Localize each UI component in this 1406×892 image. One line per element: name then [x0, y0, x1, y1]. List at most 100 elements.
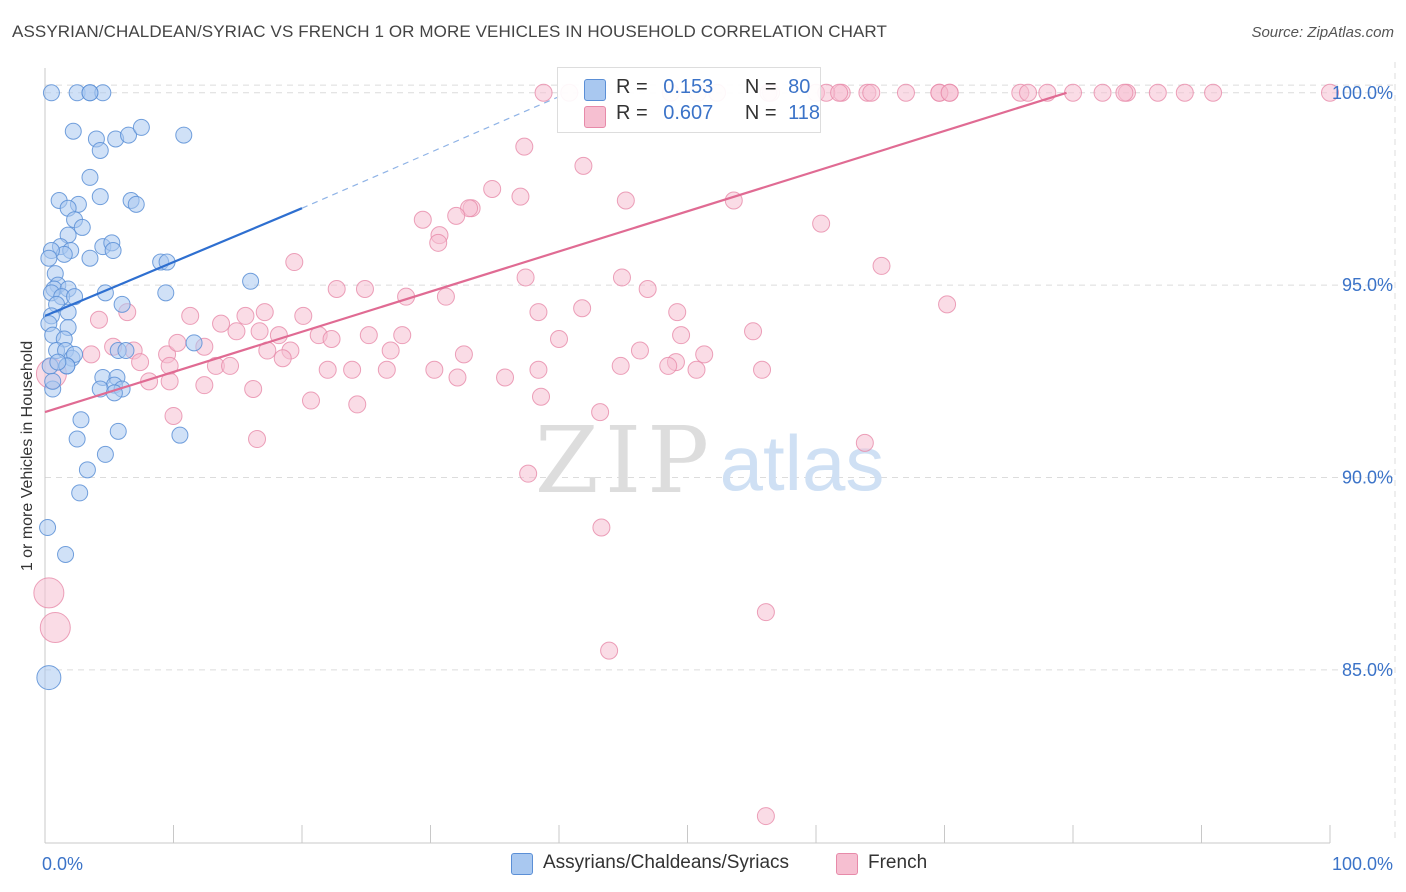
legend-swatch-assyrian: [584, 79, 606, 101]
trend-line-assyrian: [44, 207, 303, 317]
point-french-8: [896, 83, 915, 102]
point-french-48: [355, 279, 374, 298]
point-assyrian-78: [36, 665, 62, 691]
point-assyrian-66: [72, 411, 90, 429]
point-french-106: [348, 395, 367, 414]
point-assyrian-31: [40, 249, 58, 267]
x-tick-label-0: 0.0%: [42, 854, 83, 874]
point-assyrian-19: [73, 218, 91, 236]
y-tick-label-1: 90.0%: [1342, 468, 1393, 488]
legend-r-label: R =: [616, 76, 648, 98]
point-assyrian-41: [113, 295, 131, 313]
point-assyrian-4: [64, 122, 82, 140]
point-french-99: [687, 360, 706, 379]
point-french-98: [659, 356, 678, 375]
point-french-61: [212, 314, 231, 333]
x-tick-label-1: 100.0%: [1332, 854, 1393, 874]
point-french-119: [756, 807, 775, 826]
point-french-60: [181, 306, 200, 325]
legend-n-value-assyrian: 80: [788, 76, 811, 98]
point-assyrian-17: [127, 195, 145, 213]
point-french-111: [855, 433, 874, 452]
point-french-24: [862, 83, 881, 102]
point-french-45: [612, 268, 631, 287]
point-french-71: [744, 322, 763, 341]
point-french-100: [753, 360, 772, 379]
point-assyrian-73: [39, 519, 57, 537]
point-assyrian-65: [44, 372, 62, 390]
point-french-104: [244, 380, 263, 399]
point-assyrian-77: [49, 353, 67, 371]
point-french-39: [616, 191, 635, 210]
point-french-81: [630, 341, 649, 360]
point-assyrian-79: [42, 84, 60, 102]
point-assyrian-10: [175, 126, 193, 144]
point-french-67: [359, 326, 378, 345]
point-assyrian-6: [91, 141, 109, 159]
point-assyrian-3: [81, 84, 99, 102]
point-french-35: [447, 206, 466, 225]
point-assyrian-70: [96, 445, 114, 463]
point-french-75: [168, 333, 187, 352]
point-french-70: [672, 326, 691, 345]
point-french-108: [591, 403, 610, 422]
point-french-115: [600, 641, 619, 660]
point-french-84: [82, 345, 101, 364]
point-french-42: [872, 256, 891, 275]
point-assyrian-54: [185, 334, 203, 352]
chart-title: ASSYRIAN/CHALDEAN/SYRIAC VS FRENCH 1 OR …: [12, 22, 887, 41]
point-assyrian-9: [132, 118, 150, 136]
tick-labels: 85.0% 90.0% 95.0% 100.0% 0.0% 100.0%: [42, 83, 1393, 874]
point-french-16: [1148, 83, 1167, 102]
series-french-points: [33, 83, 1339, 826]
point-assyrian-8: [120, 126, 138, 144]
legend-r-label: R =: [616, 102, 648, 124]
point-french-27: [1019, 83, 1038, 102]
y-tick-label-3: 100.0%: [1332, 83, 1393, 103]
axes: [44, 68, 1331, 844]
trend-lines: [44, 91, 1067, 414]
trend-line-french: [44, 91, 1067, 414]
point-french-63: [250, 322, 269, 341]
point-french-66: [322, 330, 341, 349]
point-assyrian-15: [91, 188, 109, 206]
point-french-105: [301, 391, 320, 410]
point-french-97: [611, 356, 630, 375]
point-french-29: [515, 137, 534, 156]
legend-n-value-french: 118: [788, 102, 821, 124]
bottom-legend-label-french: French: [868, 852, 928, 873]
gridlines: [45, 62, 1396, 843]
point-assyrian-11: [81, 168, 99, 186]
watermark-atlas: atlas: [720, 419, 885, 507]
bottom-legend-swatch-french: [836, 853, 858, 875]
point-french-103: [195, 376, 214, 395]
point-assyrian-76: [157, 284, 175, 302]
point-french-57: [668, 303, 687, 322]
point-french-93: [425, 360, 444, 379]
point-assyrian-68: [171, 426, 189, 444]
point-french-13: [1064, 83, 1082, 102]
point-assyrian-74: [57, 545, 75, 563]
point-french-113: [592, 518, 611, 537]
point-french-83: [695, 345, 714, 364]
point-french-114: [756, 603, 775, 622]
series-assyrian-points: [36, 84, 260, 691]
point-french-85: [131, 353, 150, 372]
point-french-90: [318, 360, 337, 379]
point-french-112: [519, 464, 538, 483]
point-french-0: [534, 83, 553, 102]
point-french-30: [574, 156, 593, 175]
point-french-17: [1175, 83, 1194, 102]
point-french-79: [381, 341, 400, 360]
point-french-110: [248, 430, 267, 449]
point-french-96: [529, 360, 548, 379]
point-french-41: [812, 214, 831, 233]
point-assyrian-53: [117, 342, 135, 360]
legend-n-label: N =: [744, 76, 777, 98]
point-french-91: [343, 360, 362, 379]
point-french-36: [413, 210, 432, 229]
point-french-46: [638, 279, 657, 298]
point-french-26: [940, 83, 959, 102]
